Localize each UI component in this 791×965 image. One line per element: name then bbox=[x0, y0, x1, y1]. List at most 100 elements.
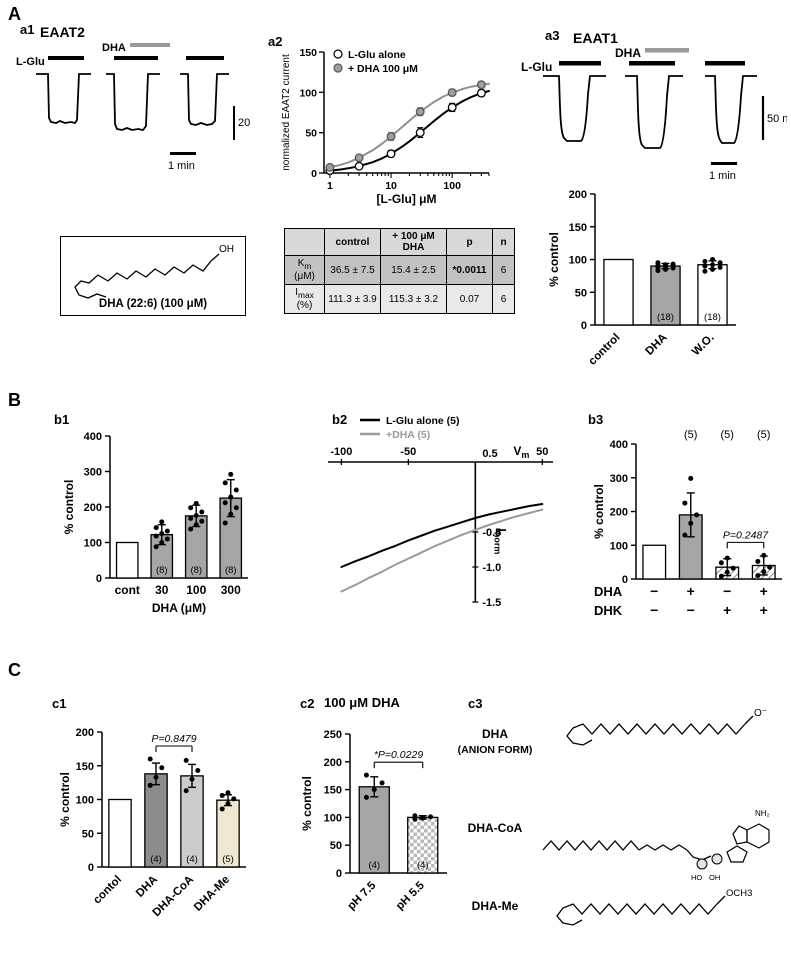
km-symbol: K bbox=[297, 258, 305, 269]
data-point bbox=[193, 513, 199, 519]
n-count: (4) bbox=[417, 860, 429, 871]
y-tick-label: -1.0 bbox=[482, 562, 501, 574]
a3-title: EAAT1 bbox=[573, 30, 618, 46]
n-count-above: (5) bbox=[721, 429, 734, 441]
c1-svg: 0 50 100 150 200 % control contol (4) DHA (4) DHA-… bbox=[58, 727, 246, 919]
y-tick-label: 100 bbox=[569, 255, 587, 267]
bar bbox=[697, 264, 728, 326]
linker-chain bbox=[638, 844, 688, 851]
data-point bbox=[694, 512, 700, 518]
bar bbox=[642, 544, 667, 580]
n-count: (5) bbox=[222, 854, 234, 865]
data-point bbox=[663, 262, 668, 268]
x-category-label: DHA-Me bbox=[192, 874, 232, 914]
lglu-application-bar bbox=[629, 61, 675, 66]
data-point bbox=[688, 475, 694, 481]
y-tick-label: 400 bbox=[84, 431, 102, 443]
a1-traces: L-Glu DHA 20 nA 1 min bbox=[16, 42, 254, 172]
y-tick-label: 250 bbox=[324, 729, 342, 741]
a3-lglu-label: L-Glu bbox=[521, 60, 552, 74]
data-point bbox=[755, 558, 761, 564]
sign-row-label: DHK bbox=[594, 603, 623, 618]
a3-traces: L-Glu DHA 50 nA 1 min bbox=[521, 46, 787, 182]
current-scale-label: 50 nA bbox=[767, 113, 787, 125]
series-line bbox=[328, 90, 490, 172]
table-cell: p bbox=[446, 228, 493, 256]
y-tick-label: 150 bbox=[299, 47, 317, 59]
panel-label-c2: c2 bbox=[300, 696, 315, 711]
sign: − bbox=[723, 583, 731, 599]
data-point bbox=[761, 552, 767, 558]
dha-application-bar bbox=[130, 43, 170, 47]
y-tick-label: 100 bbox=[324, 812, 342, 824]
a2-kinetics-table: control + 100 μM DHA p n Km (μM) 36.5 ± 7… bbox=[284, 228, 515, 314]
b3-bar-chart: 0 100 200 300 400 % control (5) (5) (5) P=0.2487 D… bbox=[590, 424, 790, 639]
bar bbox=[358, 786, 390, 874]
y-tick-label: 400 bbox=[610, 439, 628, 451]
data-point bbox=[371, 787, 377, 793]
sign: + bbox=[760, 602, 768, 618]
methyl-ester-atom-label: OCH3 bbox=[726, 888, 752, 899]
data-point bbox=[159, 540, 165, 545]
data-point bbox=[164, 536, 170, 542]
dha-anion-label-1: DHA bbox=[482, 727, 508, 741]
table-cell: control bbox=[324, 228, 381, 256]
y-tick-label: 0 bbox=[581, 320, 587, 332]
a1-dha-label: DHA bbox=[102, 42, 126, 54]
table-cell: 6 bbox=[492, 284, 515, 314]
legend-entry: +DHA (5) bbox=[386, 429, 430, 441]
y-axis-label: Inorm bbox=[492, 529, 508, 555]
data-point bbox=[153, 544, 159, 550]
data-point bbox=[188, 526, 194, 532]
data-point bbox=[183, 788, 189, 794]
data-point bbox=[188, 515, 194, 521]
x-category-label: DHA bbox=[644, 332, 670, 358]
table-cell: 0.07 bbox=[446, 284, 493, 314]
data-point bbox=[147, 782, 153, 788]
data-point bbox=[688, 520, 694, 526]
n-count: (8) bbox=[190, 565, 202, 576]
y-tick-label: 300 bbox=[84, 467, 102, 479]
data-point bbox=[767, 564, 773, 570]
n-count: (4) bbox=[150, 854, 162, 865]
current-trace bbox=[106, 73, 160, 131]
imax-unit: (%) bbox=[296, 300, 313, 311]
data-point bbox=[183, 757, 189, 763]
table-cell: 6 bbox=[492, 255, 515, 285]
data-point bbox=[325, 162, 335, 172]
adenine-ring bbox=[746, 823, 770, 849]
lglu-application-bar bbox=[705, 61, 745, 66]
table-cell: *0.0011 bbox=[446, 255, 493, 285]
time-scale-label: 1 min bbox=[709, 170, 736, 182]
a1-title: EAAT2 bbox=[40, 24, 85, 40]
y-tick-label: 200 bbox=[324, 757, 342, 769]
table-row: Km (μM) 36.5 ± 7.5 15.4 ± 2.5 *0.0011 6 bbox=[284, 255, 515, 285]
carboxylate-atom-label: O⁻ bbox=[754, 708, 767, 719]
data-point bbox=[717, 264, 723, 270]
x-category-label: pH 7.5 bbox=[345, 879, 378, 912]
y-tick-label: 0 bbox=[311, 168, 317, 180]
sign: − bbox=[650, 583, 658, 599]
panel-label-a1: a1 bbox=[20, 22, 35, 37]
y-tick-label: 100 bbox=[299, 87, 317, 99]
series-line bbox=[328, 82, 490, 169]
data-point bbox=[717, 260, 723, 266]
lglu-application-bar bbox=[114, 56, 158, 60]
phosphate-chain bbox=[686, 849, 712, 861]
data-point bbox=[188, 505, 194, 511]
sign: − bbox=[687, 602, 695, 618]
data-point bbox=[755, 573, 761, 579]
y-tick-label: 150 bbox=[569, 222, 587, 234]
dha-structure-caption: DHA (22:6) (100 μM) bbox=[99, 298, 207, 310]
data-point bbox=[724, 569, 730, 575]
data-point bbox=[710, 257, 715, 262]
time-scale-bar bbox=[711, 162, 737, 165]
data-point bbox=[447, 88, 457, 98]
data-point bbox=[702, 258, 708, 264]
x-axis-label: [L-Glu] μM bbox=[377, 192, 437, 206]
x-category-label: 100 bbox=[186, 583, 206, 597]
carbon-chain bbox=[716, 895, 726, 905]
y-tick-label: 100 bbox=[76, 795, 94, 807]
x-category-label: 300 bbox=[221, 583, 241, 597]
y-tick-label: -0.5 bbox=[482, 527, 501, 539]
